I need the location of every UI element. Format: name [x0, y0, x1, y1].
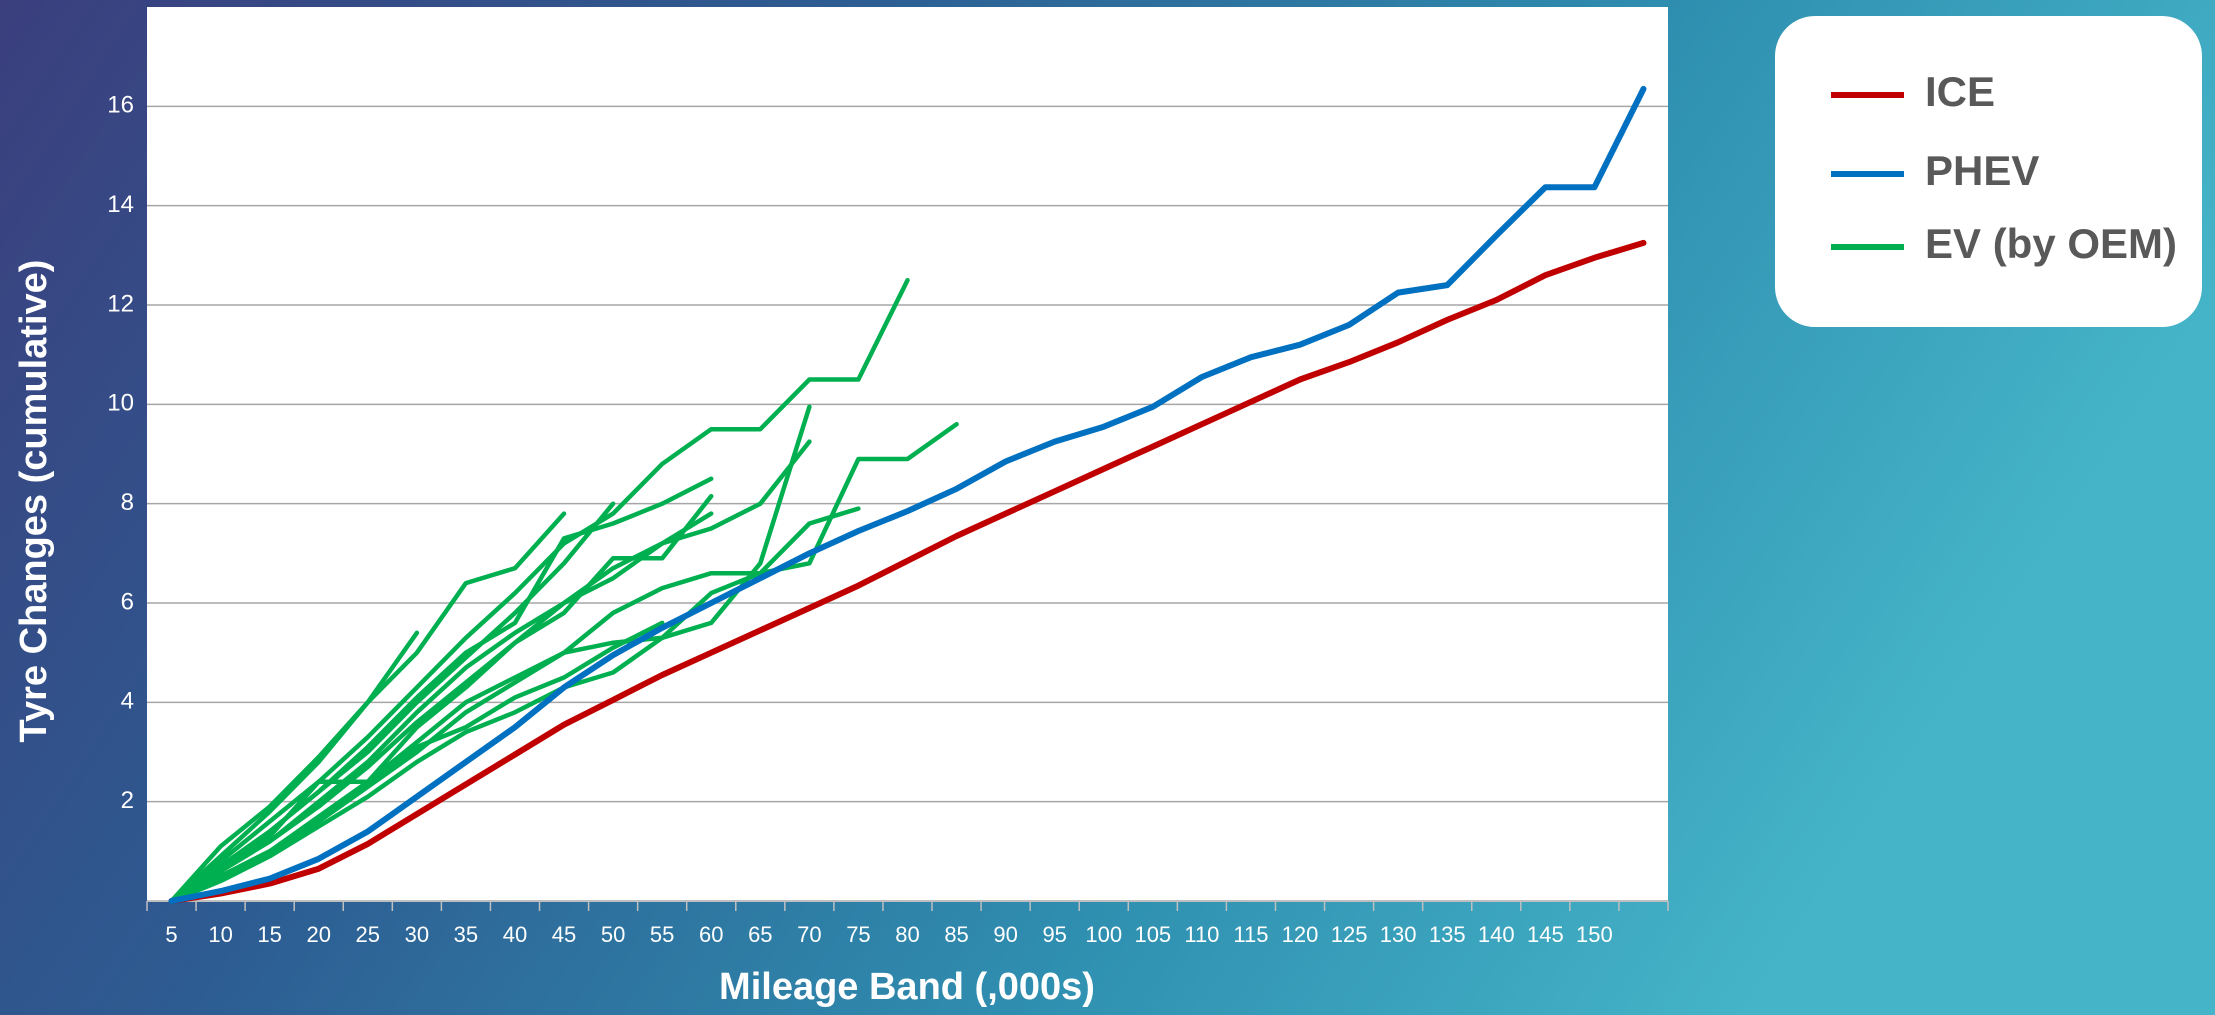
x-tick-label: 20 — [306, 922, 330, 947]
line — [169, 493, 714, 904]
x-tick-label: 30 — [405, 922, 429, 947]
y-tick-label: 8 — [121, 489, 134, 516]
line — [169, 277, 910, 904]
x-tick-label: 10 — [208, 922, 232, 947]
x-tick-label: 130 — [1380, 922, 1417, 947]
x-tick-label: 25 — [356, 922, 380, 947]
line — [168, 85, 1647, 904]
y-axis-title: Tyre Changes (cumulative) — [13, 260, 55, 743]
legend-label: EV (by OEM) — [1925, 220, 2177, 267]
x-tick-label: 5 — [165, 922, 177, 947]
x-tick-label: 150 — [1576, 922, 1613, 947]
y-tick-label: 10 — [107, 390, 134, 417]
x-axis-title: Mileage Band (,000s) — [719, 966, 1095, 1008]
plot-area — [147, 7, 1668, 901]
x-tick-label: 135 — [1429, 922, 1466, 947]
y-tick-label: 12 — [107, 290, 134, 317]
x-tick-label: 15 — [257, 922, 281, 947]
x-tick-label: 55 — [650, 922, 674, 947]
x-tick-label: 35 — [454, 922, 478, 947]
y-tick-label: 4 — [121, 688, 134, 715]
x-tick-label: 90 — [993, 922, 1017, 947]
x-tick-label: 140 — [1478, 922, 1515, 947]
line — [169, 511, 567, 904]
line — [168, 239, 1647, 904]
x-tick-label: 120 — [1282, 922, 1319, 947]
line — [169, 630, 420, 904]
x-tick-label: 50 — [601, 922, 625, 947]
x-tick-label: 60 — [699, 922, 723, 947]
y-tick-label: 2 — [121, 787, 134, 814]
x-tick-label: 65 — [748, 922, 772, 947]
y-tick-label: 14 — [107, 191, 134, 218]
x-tick-label: 45 — [552, 922, 576, 947]
x-tick-label: 115 — [1233, 922, 1268, 947]
line — [169, 511, 714, 904]
x-tick-label: 85 — [944, 922, 968, 947]
legend-label: ICE — [1925, 68, 1995, 115]
x-tick-label: 110 — [1184, 922, 1219, 947]
line — [169, 506, 861, 904]
y-tick-label: 16 — [107, 92, 134, 119]
x-tick-label: 100 — [1085, 922, 1122, 947]
x-tick-label: 95 — [1042, 922, 1066, 947]
x-tick-label: 75 — [846, 922, 870, 947]
y-tick-label: 6 — [121, 588, 134, 615]
line — [169, 620, 665, 904]
x-tick-label: 105 — [1134, 922, 1171, 947]
x-tick-label: 70 — [797, 922, 821, 947]
line — [169, 501, 616, 904]
x-tick-label: 40 — [503, 922, 527, 947]
x-tick-label: 80 — [895, 922, 919, 947]
legend-label: PHEV — [1925, 147, 2039, 194]
x-tick-label: 145 — [1527, 922, 1564, 947]
x-tick-label: 125 — [1331, 922, 1368, 947]
